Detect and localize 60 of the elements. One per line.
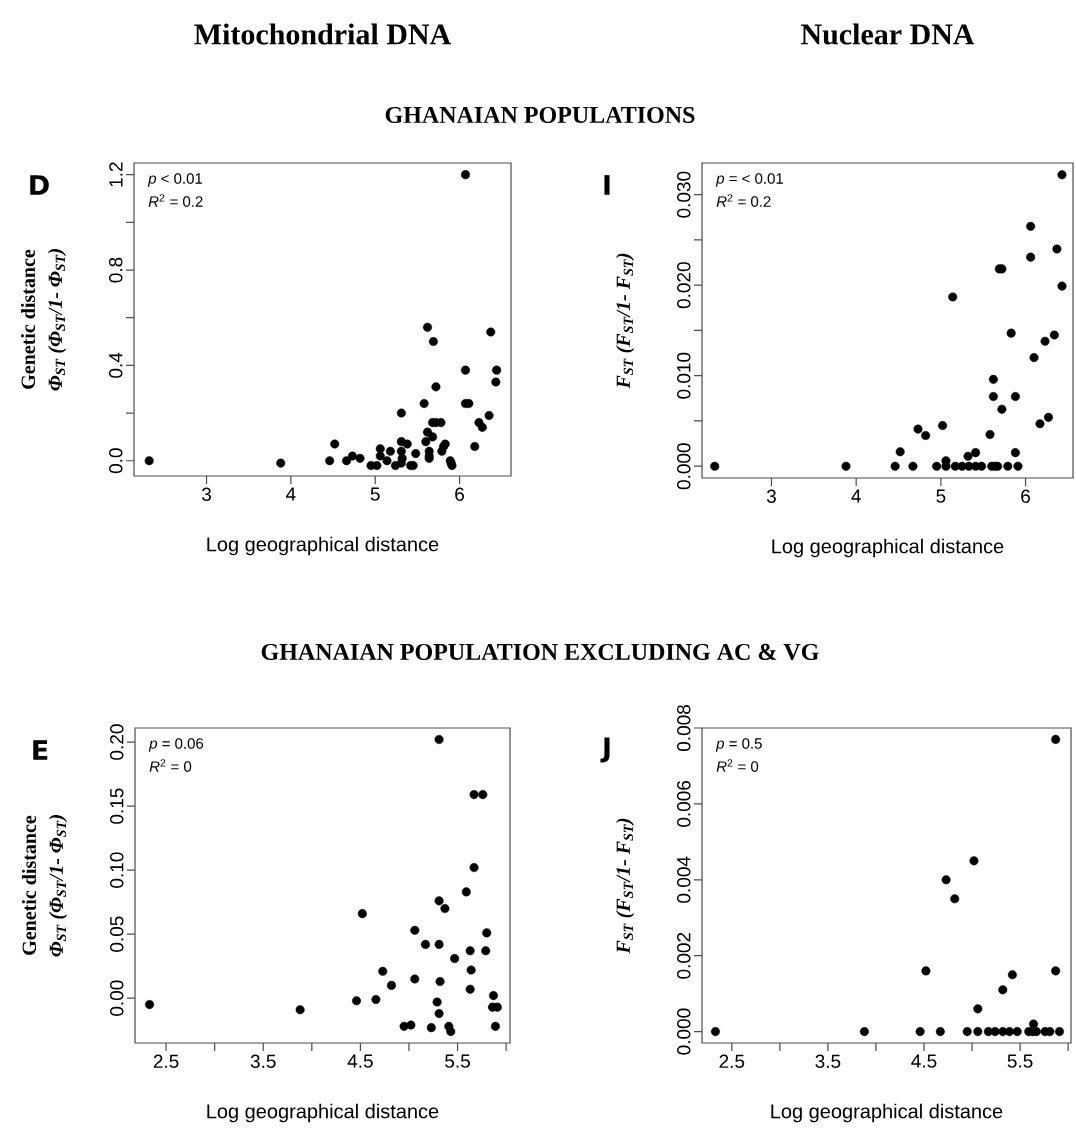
annotation: p = 0.06 — [148, 738, 204, 752]
chart-subtitle: GHANAIAN POPULATIONS — [385, 106, 695, 124]
annotation: p = 0.5 — [715, 738, 762, 752]
annotation: p < 0.01 — [147, 173, 203, 187]
annotation: R$^{2}$ = 0.2 — [148, 194, 203, 207]
x-tick-label: 2.5 — [719, 1054, 745, 1068]
y-axis-title: Φ$_{ST}$ (Φ$_{ST}$/1- Φ$_{ST}$) — [48, 815, 68, 957]
y-axis-title: Φ$_{ST}$ (Φ$_{ST}$/1- Φ$_{ST}$) — [47, 249, 67, 391]
y-tick-label: 0.000 — [677, 443, 691, 490]
y-tick-label: 0.030 — [677, 171, 691, 218]
x-tick-label: 3 — [201, 487, 211, 501]
y-tick-label: 0.10 — [110, 852, 124, 888]
x-tick-label: 5.5 — [1007, 1054, 1033, 1068]
y-tick-label: 0.002 — [677, 932, 691, 979]
x-tick-label: 3 — [766, 489, 776, 503]
text: I — [604, 175, 610, 195]
text: E — [33, 740, 48, 760]
x-tick-label: 3.5 — [815, 1054, 841, 1068]
y-tick-label: 0.05 — [110, 916, 124, 952]
y-tick-label: 0.020 — [677, 262, 691, 309]
text: Genetic distance — [20, 249, 36, 389]
chart-subtitle: GHANAIAN POPULATION EXCLUDING AC & VG — [261, 643, 819, 661]
annotation: p = < 0.01 — [715, 173, 784, 187]
x-tick-label: 5 — [370, 487, 380, 501]
x-tick-label: 5.5 — [445, 1054, 470, 1068]
y-axis-title: F$_{ST}$ (F$_{ST}$/1- F$_{ST}$) — [615, 253, 635, 389]
text: J — [600, 737, 610, 763]
y-tick-label: 0.010 — [677, 352, 691, 399]
annotation: R$^{2}$ = 0 — [149, 759, 192, 772]
y-tick-label: 0.20 — [110, 724, 124, 760]
y-tick-label: 0.8 — [109, 257, 123, 283]
x-axis-title: Log geographical distance — [207, 536, 439, 556]
y-tick-label: 0.006 — [677, 780, 691, 827]
x-tick-label: 6 — [1021, 489, 1031, 503]
text: D — [30, 175, 49, 195]
y-axis-title: F$_{ST}$ (F$_{ST}$/1- F$_{ST}$) — [615, 818, 635, 954]
x-tick-label: 3.5 — [250, 1054, 276, 1068]
x-axis-title: Log geographical distance — [772, 538, 1004, 558]
chart-title: Mitochondrial DNA — [194, 23, 452, 45]
y-tick-label: 0.000 — [677, 1008, 691, 1055]
text: Genetic distance — [21, 815, 37, 955]
x-tick-label: 2.5 — [153, 1054, 179, 1068]
x-tick-label: 6 — [455, 487, 464, 501]
y-tick-label: 0.004 — [677, 856, 691, 903]
annotation: R$^{2}$ = 0 — [716, 759, 759, 772]
x-axis-title: Log geographical distance — [207, 1103, 439, 1123]
y-tick-label: 0.00 — [110, 980, 124, 1016]
y-tick-label: 1.2 — [109, 162, 123, 187]
x-tick-label: 5 — [936, 489, 946, 503]
y-tick-label: 0.0 — [109, 448, 123, 474]
y-tick-label: 0.15 — [110, 788, 124, 824]
x-tick-label: 4 — [286, 487, 296, 501]
x-tick-label: 4 — [851, 489, 861, 503]
x-axis-title: Log geographical distance — [771, 1103, 1003, 1123]
x-tick-label: 4.5 — [911, 1054, 937, 1068]
annotation: R$^{2}$ = 0.2 — [716, 194, 771, 207]
y-tick-label: 0.008 — [677, 705, 691, 752]
y-tick-label: 0.4 — [109, 352, 123, 378]
x-tick-label: 4.5 — [347, 1054, 373, 1068]
chart-title: Nuclear DNA — [801, 23, 975, 45]
